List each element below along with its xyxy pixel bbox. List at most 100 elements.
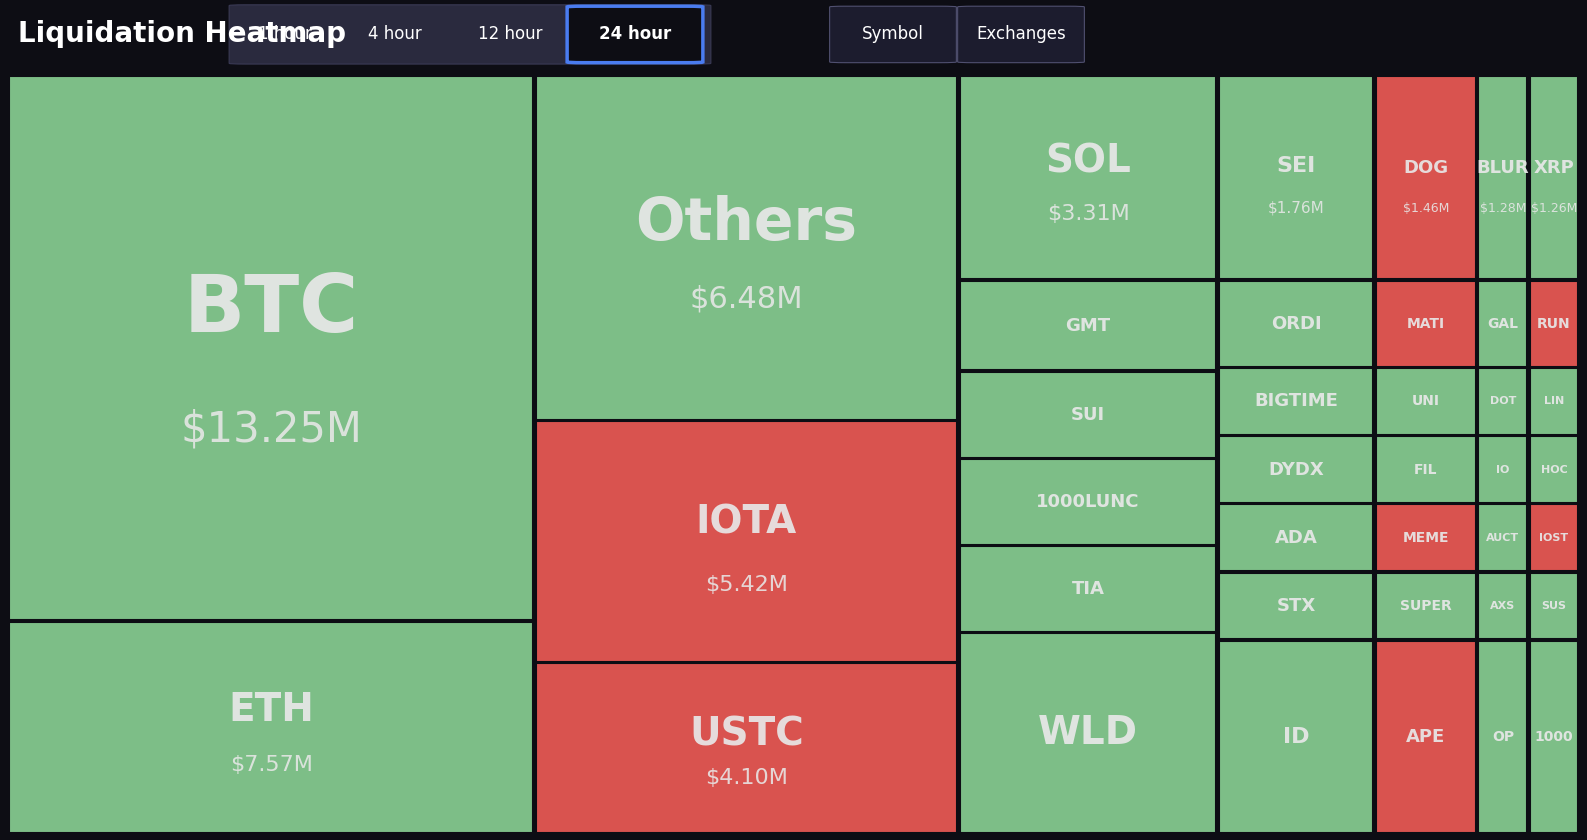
Bar xyxy=(960,459,1216,544)
Bar xyxy=(1479,368,1527,435)
Text: BTC: BTC xyxy=(184,271,359,349)
Text: DYDX: DYDX xyxy=(1268,460,1324,479)
Text: GAL: GAL xyxy=(1487,317,1519,331)
Text: ORDI: ORDI xyxy=(1271,315,1322,333)
Bar xyxy=(1376,436,1476,503)
Text: SEI: SEI xyxy=(1276,155,1316,176)
Text: DOG: DOG xyxy=(1403,159,1449,176)
Text: UNI: UNI xyxy=(1412,395,1439,408)
Bar xyxy=(1376,368,1476,435)
Text: $6.48M: $6.48M xyxy=(690,285,803,314)
Bar xyxy=(1581,281,1587,366)
Bar xyxy=(10,76,533,621)
Bar xyxy=(1530,641,1577,832)
Bar xyxy=(960,76,1216,280)
Bar xyxy=(1581,368,1587,435)
Text: ID: ID xyxy=(1282,727,1309,747)
Bar xyxy=(1376,573,1476,639)
Text: 1 hour: 1 hour xyxy=(259,25,313,44)
Bar xyxy=(1219,436,1373,503)
Text: Symbol: Symbol xyxy=(862,25,924,44)
Text: $3.31M: $3.31M xyxy=(1047,204,1130,224)
FancyBboxPatch shape xyxy=(229,5,711,64)
Text: STX: STX xyxy=(1276,597,1316,615)
Bar xyxy=(1530,76,1577,280)
Text: 4 hour: 4 hour xyxy=(368,25,422,44)
Text: $1.26M: $1.26M xyxy=(1531,202,1577,215)
Bar xyxy=(960,546,1216,632)
Text: IOST: IOST xyxy=(1539,533,1568,543)
Bar xyxy=(536,664,957,832)
Text: WLD: WLD xyxy=(1038,714,1138,752)
Bar xyxy=(1479,641,1527,832)
Text: 24 hour: 24 hour xyxy=(598,25,671,44)
Bar xyxy=(1479,504,1527,571)
Bar xyxy=(10,622,533,832)
Text: AUCT: AUCT xyxy=(1487,533,1519,543)
Bar xyxy=(960,281,1216,370)
Text: AXS: AXS xyxy=(1490,601,1516,611)
Bar xyxy=(1479,436,1527,503)
Bar xyxy=(1581,281,1587,366)
Text: $13.25M: $13.25M xyxy=(181,409,362,451)
Text: SOL: SOL xyxy=(1046,143,1132,181)
Text: SUI: SUI xyxy=(1071,406,1105,423)
Bar xyxy=(1479,281,1527,366)
Text: ETH: ETH xyxy=(229,691,314,729)
Text: IOTA: IOTA xyxy=(695,503,797,541)
Bar xyxy=(1376,504,1476,571)
Bar xyxy=(536,76,957,420)
Bar xyxy=(536,421,957,662)
Text: 1000: 1000 xyxy=(1535,730,1573,743)
Bar xyxy=(1219,573,1373,639)
Text: 12 hour: 12 hour xyxy=(478,25,543,44)
Text: $1.46M: $1.46M xyxy=(1403,202,1449,215)
Text: BIGTIME: BIGTIME xyxy=(1254,392,1338,411)
Text: ADA: ADA xyxy=(1274,529,1317,547)
Text: Others: Others xyxy=(635,196,857,253)
Text: IO: IO xyxy=(1497,465,1509,475)
Bar xyxy=(1530,281,1577,366)
Bar xyxy=(1581,368,1587,435)
Text: 1000LUNC: 1000LUNC xyxy=(1036,493,1139,511)
Bar xyxy=(1219,281,1373,366)
Text: $5.42M: $5.42M xyxy=(705,575,787,595)
Text: OP: OP xyxy=(1492,730,1514,743)
Text: Liquidation Heatmap: Liquidation Heatmap xyxy=(17,20,346,49)
Text: USTC: USTC xyxy=(689,716,803,753)
Text: MEME: MEME xyxy=(1403,531,1449,545)
Bar xyxy=(1530,368,1577,435)
Text: $1.76M: $1.76M xyxy=(1268,201,1325,216)
Text: GMT: GMT xyxy=(1065,317,1111,334)
Bar xyxy=(1581,641,1587,832)
FancyBboxPatch shape xyxy=(830,6,957,63)
Text: XRP: XRP xyxy=(1533,159,1574,176)
Text: RUN: RUN xyxy=(1538,317,1571,331)
Bar xyxy=(1479,76,1527,280)
Bar xyxy=(1219,368,1373,435)
Text: MATI: MATI xyxy=(1406,317,1444,331)
Bar xyxy=(1376,281,1476,366)
Text: SUPER: SUPER xyxy=(1400,599,1452,613)
Text: BLUR: BLUR xyxy=(1476,159,1530,176)
Bar xyxy=(1530,436,1577,503)
Text: DOT: DOT xyxy=(1490,396,1516,407)
Bar xyxy=(1219,641,1373,832)
Text: $7.57M: $7.57M xyxy=(230,755,313,775)
Text: HOC: HOC xyxy=(1541,465,1568,475)
Text: $1.28M: $1.28M xyxy=(1479,202,1527,215)
Bar xyxy=(1581,504,1587,571)
Bar xyxy=(1219,76,1373,280)
Text: LIN: LIN xyxy=(1544,396,1565,407)
Bar xyxy=(1530,573,1577,639)
Bar xyxy=(960,633,1216,832)
Text: FIL: FIL xyxy=(1414,463,1438,476)
Bar xyxy=(1479,573,1527,639)
Text: TIA: TIA xyxy=(1071,580,1105,598)
Text: Exchanges: Exchanges xyxy=(976,25,1066,44)
Bar xyxy=(1581,436,1587,503)
Bar xyxy=(1376,641,1476,832)
Text: $4.10M: $4.10M xyxy=(705,769,787,789)
FancyBboxPatch shape xyxy=(567,6,703,63)
Text: APE: APE xyxy=(1406,727,1446,746)
